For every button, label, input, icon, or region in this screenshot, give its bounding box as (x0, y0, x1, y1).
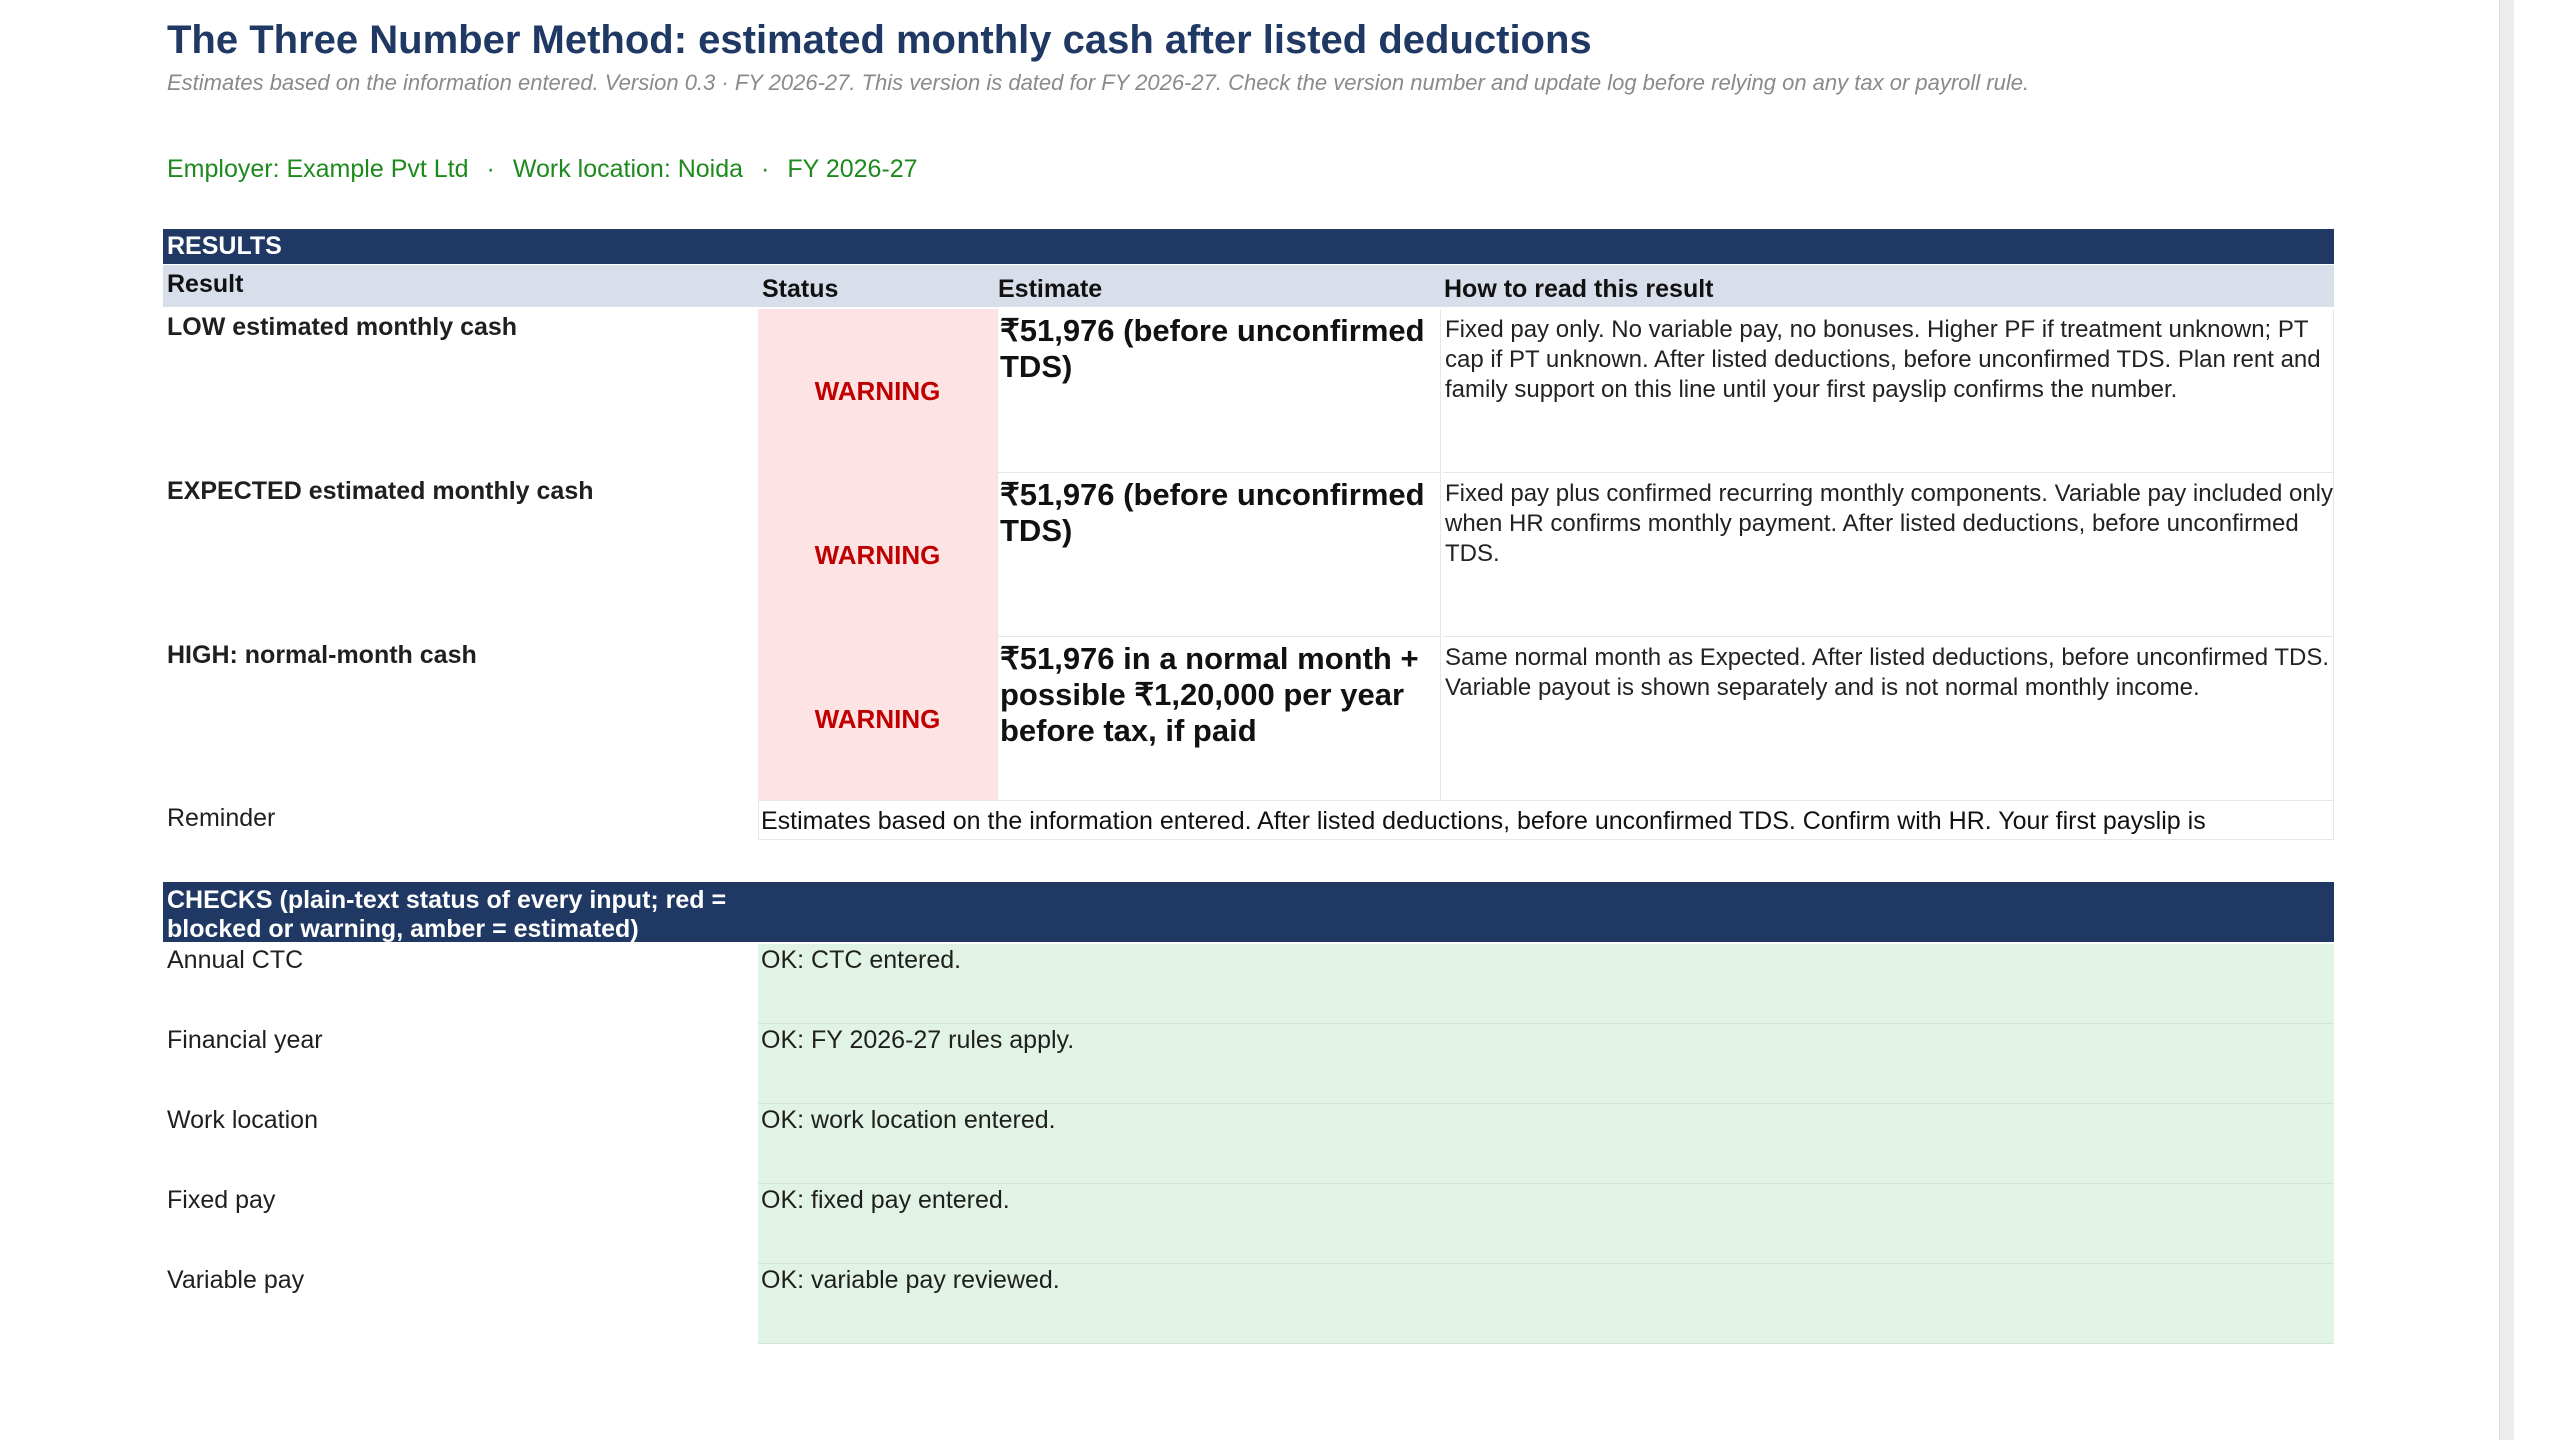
meta-separator: · (486, 155, 495, 183)
status-badge-low[interactable]: WARNING (758, 309, 998, 473)
column-header-status[interactable]: Status (762, 275, 839, 303)
estimate-cell-expected[interactable]: ₹51,976 (before unconfirmed TDS) (998, 473, 1441, 637)
scrollbar-track[interactable] (2500, 0, 2514, 1440)
check-label-variable-pay[interactable]: Variable pay (167, 1266, 305, 1294)
meta-employer: Employer: Example Pvt Ltd (167, 155, 469, 183)
meta-location: Work location: Noida (512, 155, 744, 183)
reminder-text[interactable]: Estimates based on the information enter… (758, 800, 2334, 840)
check-value-variable-pay[interactable]: OK: variable pay reviewed. (758, 1264, 2334, 1344)
column-header-result[interactable]: Result (167, 270, 244, 298)
column-header-howto[interactable]: How to read this result (1444, 275, 1714, 303)
check-value-work-location[interactable]: OK: work location entered. (758, 1104, 2334, 1184)
checks-section-label: CHECKS (plain-text status of every input… (167, 886, 727, 943)
vertical-scrollbar[interactable] (2499, 0, 2559, 1440)
result-label-low[interactable]: LOW estimated monthly cash (167, 313, 518, 341)
reminder-label[interactable]: Reminder (167, 804, 276, 832)
result-label-high[interactable]: HIGH: normal-month cash (167, 641, 477, 669)
column-header-estimate[interactable]: Estimate (998, 275, 1103, 303)
meta-line: Employer: Example Pvt Ltd · Work location:… (167, 155, 918, 184)
check-label-work-location[interactable]: Work location (167, 1106, 318, 1134)
estimate-cell-low[interactable]: ₹51,976 (before unconfirmed TDS) (998, 309, 1441, 473)
check-value-financial-year[interactable]: OK: FY 2026-27 rules apply. (758, 1024, 2334, 1104)
estimate-cell-high[interactable]: ₹51,976 in a normal month + possible ₹1,… (998, 637, 1441, 801)
howto-cell-low[interactable]: Fixed pay only. No variable pay, no bonu… (1443, 309, 2334, 473)
status-badge-expected[interactable]: WARNING (758, 473, 998, 637)
meta-fy: FY 2026-27 (787, 155, 918, 183)
check-value-annual-ctc[interactable]: OK: CTC entered. (758, 944, 2334, 1024)
results-column-headers: Result Status Estimate How to read this … (163, 265, 2334, 307)
spreadsheet-sheet: The Three Number Method: estimated month… (163, 18, 2334, 1344)
status-badge-high[interactable]: WARNING (758, 637, 998, 801)
page-title: The Three Number Method: estimated month… (167, 18, 1592, 62)
check-label-fixed-pay[interactable]: Fixed pay (167, 1186, 276, 1214)
results-section-header[interactable]: RESULTS (163, 229, 2334, 264)
meta-separator: · (761, 155, 770, 183)
check-label-annual-ctc[interactable]: Annual CTC (167, 946, 304, 974)
page-subtitle: Estimates based on the information enter… (167, 70, 2030, 95)
check-value-fixed-pay[interactable]: OK: fixed pay entered. (758, 1184, 2334, 1264)
checks-section-header[interactable]: CHECKS (plain-text status of every input… (163, 882, 2334, 943)
howto-cell-expected[interactable]: Fixed pay plus confirmed recurring month… (1443, 473, 2334, 637)
check-label-financial-year[interactable]: Financial year (167, 1026, 323, 1054)
howto-cell-high[interactable]: Same normal month as Expected. After lis… (1443, 637, 2334, 801)
result-label-expected[interactable]: EXPECTED estimated monthly cash (167, 477, 594, 505)
